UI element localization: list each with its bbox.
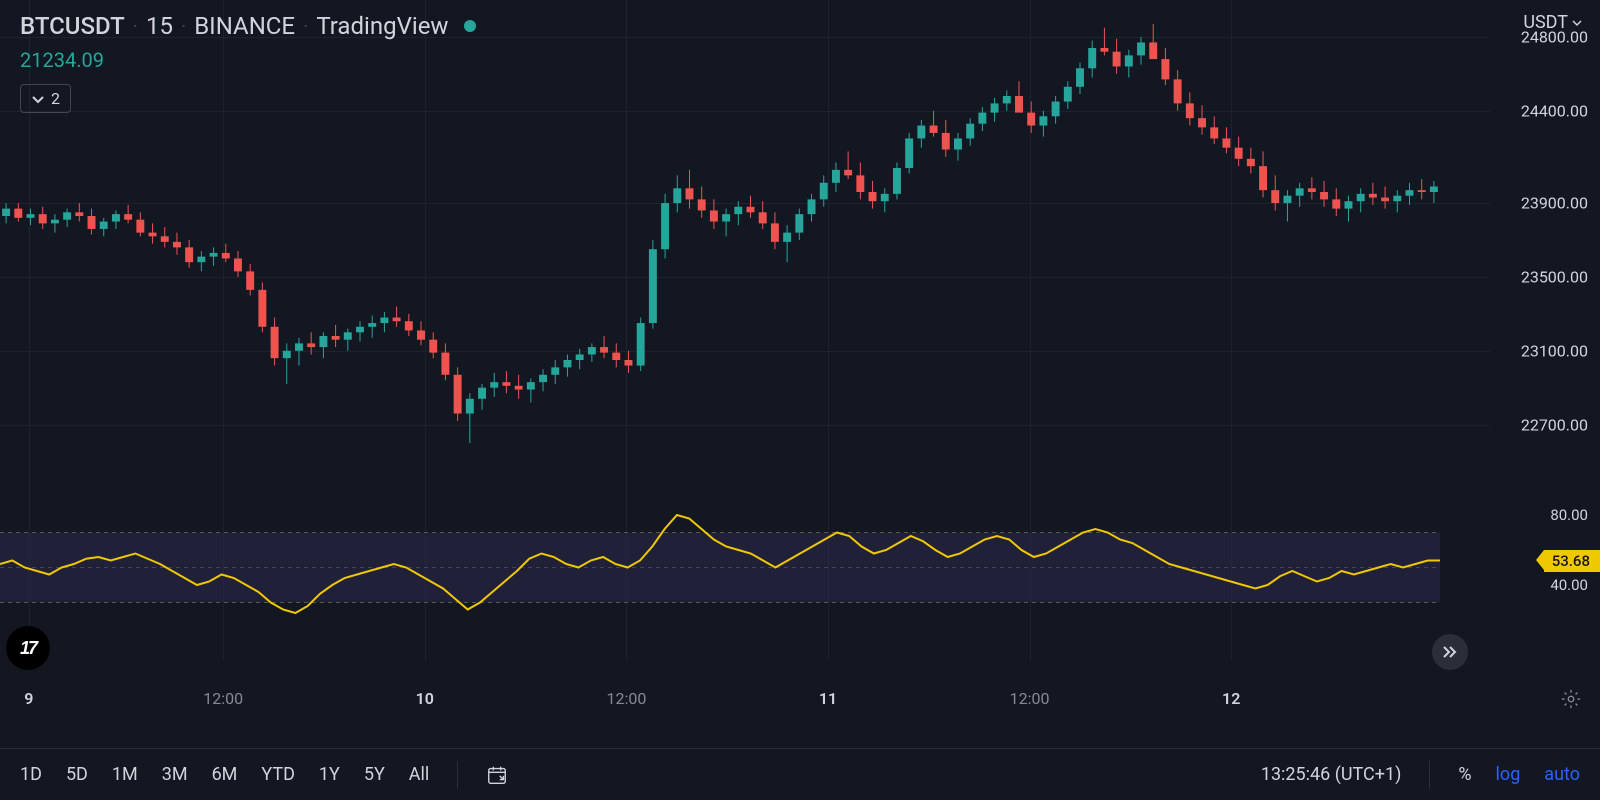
price-chart[interactable] <box>0 0 1440 480</box>
bottom-toolbar: 1D5D1M3M6MYTD1Y5YAll 13:25:46 (UTC+1) % … <box>0 748 1600 800</box>
market-status-icon <box>464 20 476 32</box>
log-scale-button[interactable]: log <box>1496 764 1521 785</box>
goto-date-button[interactable] <box>486 764 508 786</box>
symbol[interactable]: BTCUSDT <box>20 12 125 40</box>
range-button-1m[interactable]: 1M <box>112 764 138 785</box>
price-tick: 23900.00 <box>1521 194 1588 213</box>
chart-header: BTCUSDT · 15 · BINANCE · TradingView <box>20 12 476 40</box>
chevron-down-icon <box>31 92 45 106</box>
indicator-tick: 80.00 <box>1550 506 1588 524</box>
tradingview-logo-icon: 17 <box>6 626 50 670</box>
currency-selector[interactable]: USDT <box>1523 12 1582 33</box>
time-tick: 12:00 <box>203 689 243 708</box>
collapse-indicators-button[interactable]: 2 <box>20 84 71 113</box>
range-button-5d[interactable]: 5D <box>66 764 88 785</box>
clock[interactable]: 13:25:46 (UTC+1) <box>1261 764 1402 785</box>
range-button-1y[interactable]: 1Y <box>319 764 340 785</box>
double-chevron-right-icon <box>1441 643 1459 661</box>
price-axis[interactable]: 24800.0024400.0023900.0023500.0023100.00… <box>1490 0 1600 480</box>
range-button-1d[interactable]: 1D <box>20 764 42 785</box>
gear-icon <box>1560 688 1582 710</box>
scroll-to-end-button[interactable] <box>1432 634 1468 670</box>
time-tick: 9 <box>24 689 33 708</box>
auto-scale-button[interactable]: auto <box>1544 764 1580 785</box>
indicator-tick: 40.00 <box>1550 576 1588 594</box>
current-price: 21234.09 <box>20 48 104 72</box>
time-tick: 12:00 <box>1010 689 1050 708</box>
settings-button[interactable] <box>1560 688 1582 710</box>
indicator-chart[interactable] <box>0 480 1440 655</box>
price-tick: 23500.00 <box>1521 267 1588 286</box>
chevron-down-icon <box>1572 18 1582 28</box>
interval[interactable]: 15 <box>146 12 173 40</box>
range-button-ytd[interactable]: YTD <box>261 764 295 785</box>
time-axis[interactable]: 9 12:00 10 12:00 11 12:00 12 <box>0 678 1440 718</box>
time-tick: 12 <box>1222 689 1240 708</box>
time-tick: 12:00 <box>606 689 646 708</box>
attribution: TradingView <box>316 12 448 40</box>
price-tick: 22700.00 <box>1521 415 1588 434</box>
range-button-5y[interactable]: 5Y <box>364 764 385 785</box>
price-tick: 23100.00 <box>1521 341 1588 360</box>
price-tick: 24400.00 <box>1521 101 1588 120</box>
exchange: BINANCE <box>194 12 295 40</box>
range-button-all[interactable]: All <box>409 764 430 785</box>
indicator-count: 2 <box>51 89 60 108</box>
percent-scale-button[interactable]: % <box>1458 764 1471 785</box>
time-tick: 11 <box>819 689 837 708</box>
range-button-6m[interactable]: 6M <box>212 764 238 785</box>
indicator-current-value: 53.68 <box>1544 550 1600 572</box>
indicator-axis[interactable]: 80.00 40.00 53.68 <box>1490 480 1600 655</box>
time-tick: 10 <box>416 689 434 708</box>
range-button-3m[interactable]: 3M <box>162 764 188 785</box>
